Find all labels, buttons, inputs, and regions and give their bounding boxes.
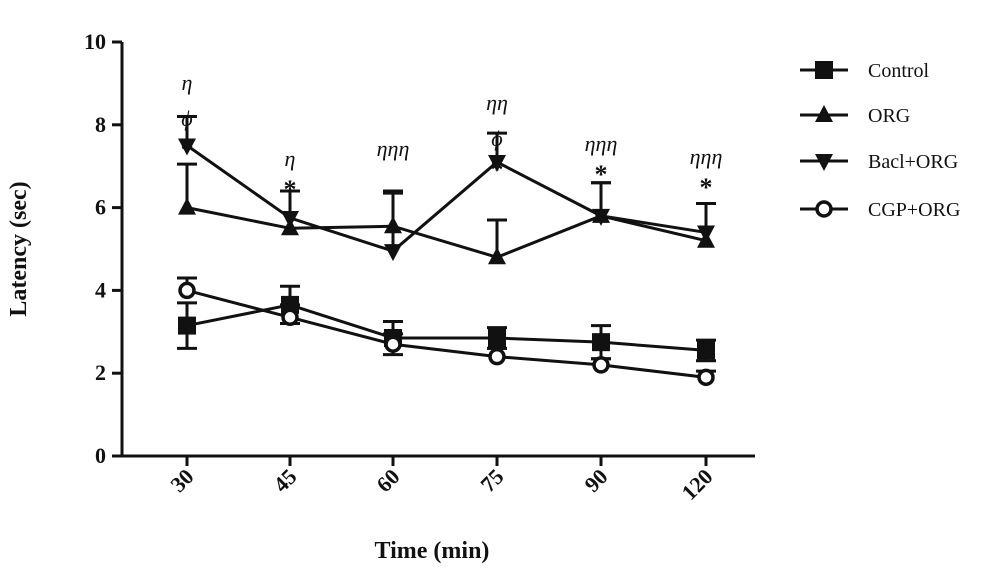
y-tick-label: 8	[95, 112, 106, 137]
y-tick-label: 10	[84, 29, 106, 54]
y-tick-label: 0	[95, 443, 106, 468]
series-line	[186, 288, 707, 379]
series-org	[177, 162, 716, 265]
series-line	[186, 144, 707, 253]
y-axis-label: Latency (sec)	[6, 181, 32, 316]
data-point	[697, 368, 715, 387]
legend-marker	[815, 105, 833, 122]
data-point	[178, 281, 196, 300]
x-axis-ticks: 30 45 60 75 90 120	[165, 456, 718, 505]
significance-star: *	[491, 155, 504, 184]
annotations-layer: *ηϕ*η ηηη*ηηϕ*ηηη*ηηη	[181, 70, 723, 204]
x-axis-label: Time (min)	[375, 538, 490, 564]
data-point	[281, 308, 299, 327]
legend-label: CGP+ORG	[868, 199, 960, 221]
series-layer	[177, 115, 716, 387]
data-point	[697, 341, 715, 360]
legend-label: Bacl+ORG	[868, 151, 958, 173]
data-point	[488, 329, 506, 348]
significance-symbol: ϕ	[491, 126, 502, 151]
legend-label: Control	[868, 60, 930, 82]
x-tick-label: 60	[371, 464, 404, 497]
y-tick-label: 6	[95, 195, 106, 220]
data-point	[178, 316, 196, 335]
data-point	[384, 335, 402, 353]
x-tick-label: 90	[579, 464, 612, 497]
data-point	[697, 225, 715, 243]
data-point	[488, 347, 506, 366]
series-line	[186, 206, 707, 259]
series-bacl-org	[177, 115, 716, 262]
data-point	[592, 333, 610, 352]
significance-star: *	[595, 160, 608, 189]
legend-item: Bacl+ORG	[800, 151, 958, 173]
data-point	[592, 208, 610, 226]
data-point	[178, 197, 196, 215]
legend-label: ORG	[868, 105, 910, 127]
significance-star: *	[700, 173, 713, 202]
x-tick-label: 30	[165, 464, 198, 497]
legend-item: CGP+ORG	[800, 199, 960, 221]
significance-symbol: η	[285, 146, 296, 171]
significance-symbol: ϕ	[181, 106, 192, 131]
data-point	[488, 155, 506, 173]
legend: Control ORG Bacl+ORG CGP+ORG	[800, 60, 960, 221]
series-cgp-org	[177, 276, 716, 387]
data-point	[178, 138, 196, 156]
significance-symbol: ηη	[486, 90, 508, 115]
series-line	[186, 303, 707, 352]
significance-star: *	[181, 135, 194, 164]
significance-star: *	[284, 175, 297, 204]
significance-symbol: ηηη	[690, 144, 723, 169]
x-tick-label: 120	[677, 464, 718, 505]
legend-item: Control	[800, 60, 930, 82]
y-tick-label: 2	[95, 360, 106, 385]
legend-item: ORG	[800, 105, 910, 127]
data-point	[488, 247, 506, 265]
significance-symbol: η	[182, 70, 193, 95]
y-tick-label: 4	[95, 277, 106, 302]
x-tick-label: 75	[475, 464, 508, 497]
data-point	[281, 210, 299, 228]
y-axis-ticks: 0 2 4 6 8 10	[84, 29, 122, 468]
legend-marker	[815, 154, 833, 171]
legend-marker	[815, 61, 833, 79]
legend-marker	[815, 200, 833, 218]
significance-symbol: ηηη	[585, 131, 618, 156]
significance-symbol: ηηη	[377, 136, 410, 161]
data-point	[384, 244, 402, 262]
data-point	[592, 356, 610, 374]
x-tick-label: 45	[268, 464, 301, 497]
